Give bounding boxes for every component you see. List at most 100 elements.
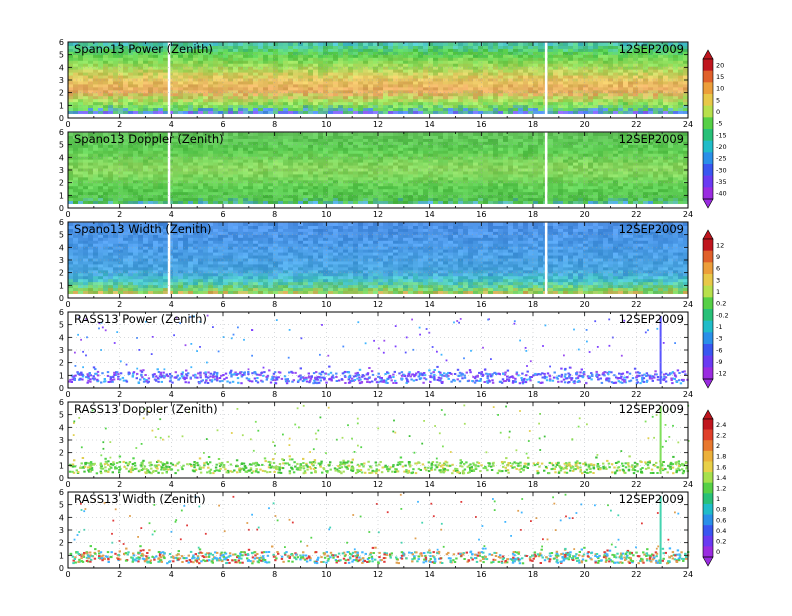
heat-cell — [493, 63, 498, 66]
heat-cell — [253, 168, 258, 171]
heat-cell — [658, 63, 663, 66]
heat-cell — [248, 46, 253, 49]
heat-cell — [493, 54, 498, 57]
heat-cell — [258, 54, 263, 57]
heat-cell — [363, 54, 368, 57]
heat-cell — [268, 171, 273, 174]
heat-cell — [428, 52, 433, 55]
heat-cell — [158, 72, 163, 75]
heat-cell — [233, 198, 238, 201]
heat-cell — [153, 57, 158, 60]
heat-cell — [278, 102, 283, 105]
heat-cell — [303, 52, 308, 55]
heat-cell — [133, 72, 138, 75]
heat-cell — [263, 84, 268, 87]
heat-cell — [563, 63, 568, 66]
heat-cell — [213, 177, 218, 180]
heat-cell — [268, 165, 273, 168]
heat-cell — [148, 66, 153, 69]
heat-cell — [423, 133, 428, 136]
heat-cell — [328, 52, 333, 55]
heat-cell — [213, 102, 218, 105]
heat-cell — [403, 81, 408, 84]
heat-cell — [268, 63, 273, 66]
heat-cell — [173, 57, 178, 60]
heat-cell — [303, 46, 308, 49]
heat-cell — [423, 63, 428, 66]
heat-cell — [213, 162, 218, 165]
heat-cell — [213, 150, 218, 153]
heat-cell — [378, 174, 383, 177]
heat-cell — [213, 57, 218, 60]
heat-cell — [423, 90, 428, 93]
heat-cell — [423, 150, 428, 153]
heat-cell — [438, 72, 443, 75]
heat-cell — [118, 66, 123, 69]
heat-cell — [433, 54, 438, 57]
heat-cell — [423, 192, 428, 195]
heat-cell — [123, 108, 128, 111]
heat-cell — [218, 87, 223, 90]
heat-cell — [238, 43, 243, 46]
heat-cell — [298, 198, 303, 201]
heat-cell — [533, 99, 538, 102]
heat-cell — [123, 153, 128, 156]
heat-cell — [388, 189, 393, 192]
heat-cell — [373, 195, 378, 198]
heat-cell — [318, 171, 323, 174]
heat-cell — [193, 69, 198, 72]
heat-cell — [343, 156, 348, 159]
heat-cell — [428, 201, 433, 204]
heat-cell — [363, 69, 368, 72]
heat-cell — [468, 99, 473, 102]
heat-cell — [418, 139, 423, 142]
heat-cell — [458, 150, 463, 153]
heat-cell — [213, 189, 218, 192]
heat-cell — [603, 99, 608, 102]
heat-cell — [288, 46, 293, 49]
heat-cell — [373, 189, 378, 192]
heat-cell — [248, 66, 253, 69]
heat-cell — [453, 96, 458, 99]
heat-cell — [263, 49, 268, 52]
heat-cell — [298, 142, 303, 145]
heat-cell — [428, 66, 433, 69]
heat-cell — [373, 52, 378, 55]
heat-cell — [293, 168, 298, 171]
heat-cell — [298, 63, 303, 66]
heat-cell — [323, 142, 328, 145]
heat-cell — [123, 66, 128, 69]
heat-cell — [278, 165, 283, 168]
heat-cell — [388, 57, 393, 60]
heat-cell — [523, 93, 528, 96]
heat-cell — [153, 186, 158, 189]
heat-cell — [158, 159, 163, 162]
heat-cell — [443, 139, 448, 142]
heat-cell — [143, 162, 148, 165]
heat-cell — [463, 96, 468, 99]
heat-cell — [418, 60, 423, 63]
heat-cell — [523, 54, 528, 57]
heat-cell — [108, 198, 113, 201]
heat-cell — [203, 99, 208, 102]
heat-cell — [328, 165, 333, 168]
heat-cell — [663, 60, 668, 63]
heat-cell — [448, 136, 453, 139]
heat-cell — [313, 136, 318, 139]
heat-cell — [123, 171, 128, 174]
heat-cell — [308, 66, 313, 69]
heat-cell — [678, 72, 683, 75]
heat-cell — [208, 72, 213, 75]
heat-cell — [238, 102, 243, 105]
heat-cell — [163, 96, 168, 99]
heat-cell — [493, 52, 498, 55]
heat-cell — [68, 174, 73, 177]
heat-cell — [78, 189, 83, 192]
heat-cell — [403, 87, 408, 90]
heat-cell — [628, 108, 633, 111]
heat-cell — [158, 99, 163, 102]
heat-cell — [253, 105, 258, 108]
heat-cell — [98, 66, 103, 69]
heat-cell — [423, 72, 428, 75]
heat-cell — [78, 96, 83, 99]
